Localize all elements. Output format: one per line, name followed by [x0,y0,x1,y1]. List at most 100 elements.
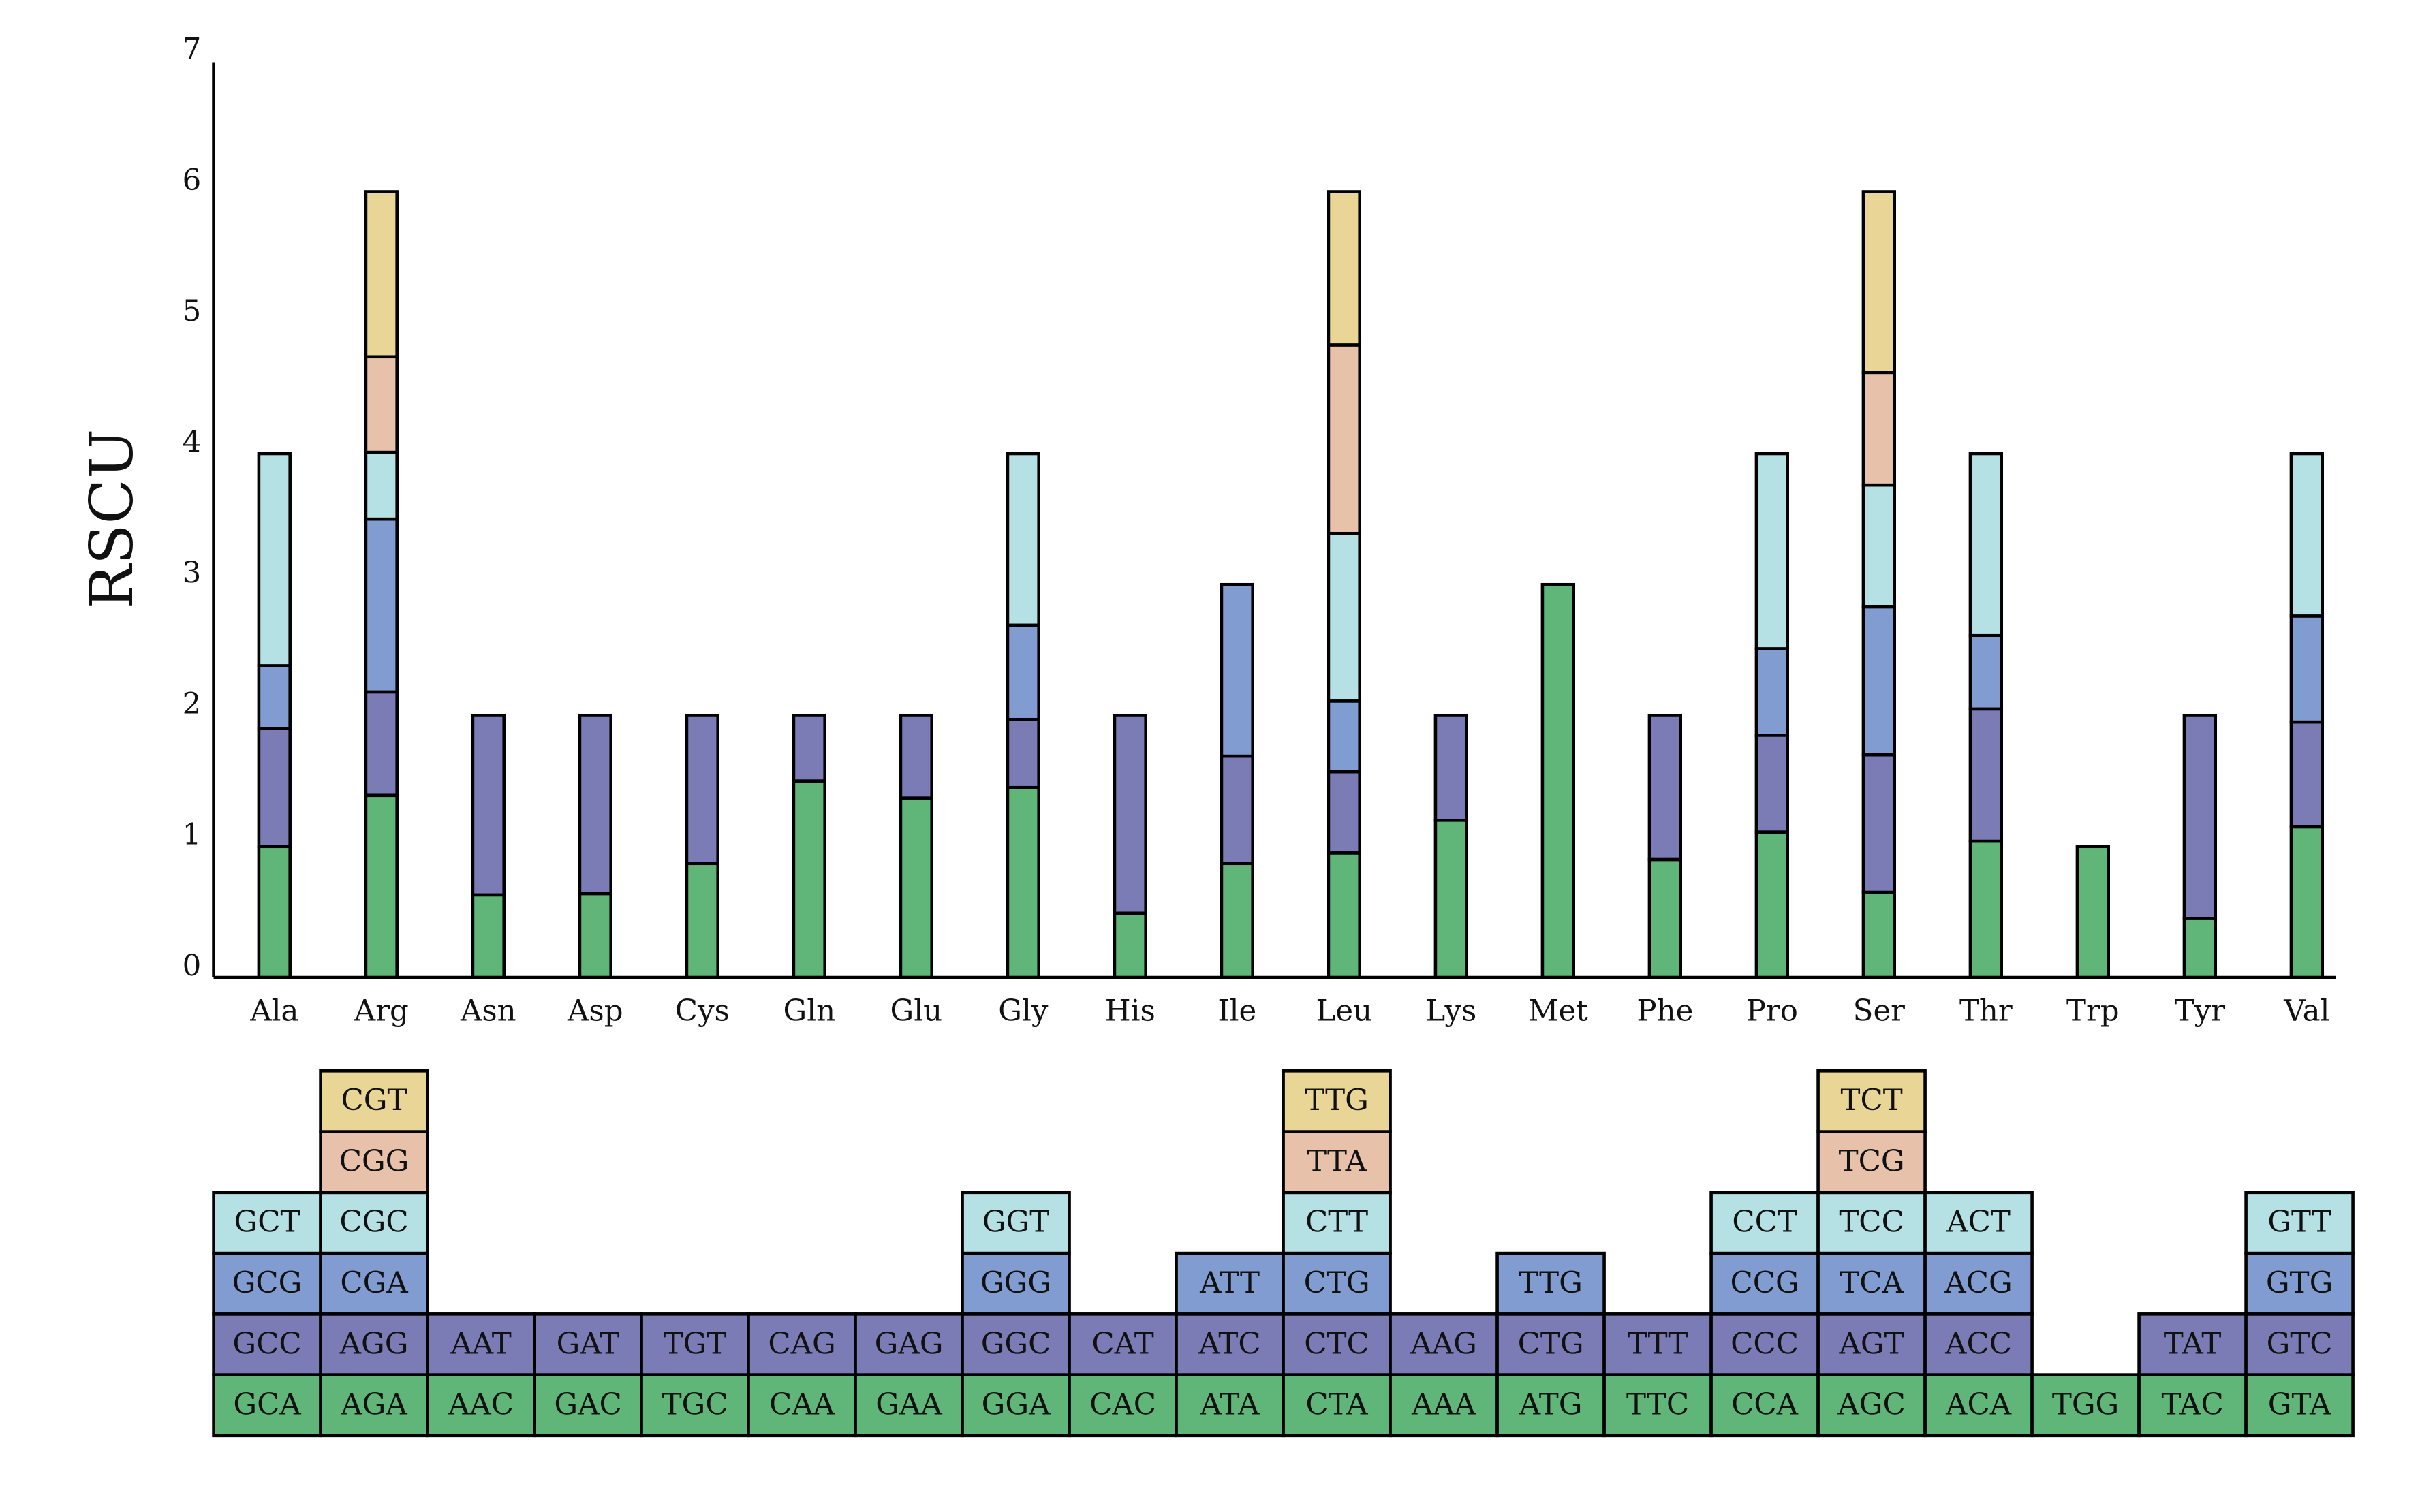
codon-label: GTG [2266,1266,2333,1300]
x-tick-label: Thr [1959,994,2013,1028]
codon-label: GCT [234,1206,300,1240]
codon-label: ACA [1945,1388,2012,1422]
codon-cell [426,1373,536,1438]
codon-cell [1282,1251,1392,1316]
bar-segment [364,517,399,694]
bar-segment [1327,851,1361,979]
codon-cell [533,1312,643,1376]
bar-segment [471,893,506,979]
codon-cell [2244,1373,2355,1438]
bar-segment [1220,754,1254,866]
y-tick-label: 1 [183,818,202,852]
codon-label: TGG [2052,1388,2119,1422]
x-tick-label: Trp [2066,994,2120,1028]
codon-cell [1816,1130,1927,1195]
bar-segment [1327,531,1361,703]
bar-segment [899,796,933,979]
codon-cell [212,1251,322,1316]
codon-cell [1709,1251,1820,1316]
codon-cell [1602,1373,1713,1438]
bar-segment [1433,819,1469,979]
bar-segment [2075,845,2111,979]
x-tick-label: Arg [354,994,409,1028]
bar-segment [1006,623,1040,721]
bar-segment [364,793,399,979]
codon-label: GGA [982,1388,1051,1422]
codon-label: ACC [1944,1327,2012,1361]
codon-cell [2137,1312,2248,1376]
bar-segment [1861,190,1897,375]
bar-segment [257,845,292,979]
codon-label: CTC [1304,1327,1369,1361]
codon-label: ATA [1200,1388,1260,1422]
bar-segment [2289,720,2325,829]
codon-cell [319,1312,429,1376]
codon-label: ATC [1198,1327,1260,1361]
bar-segment [578,714,612,896]
codon-cell [1923,1251,2034,1316]
bar-segment [2289,452,2325,618]
bar-segment [1861,753,1897,894]
codon-label: CGT [341,1084,407,1118]
x-tick-label: Gly [998,994,1049,1028]
y-tick-label: 6 [183,163,202,198]
codon-label: ACG [1944,1266,2012,1300]
codon-cell [961,1191,1071,1255]
bar-segment [1968,633,2004,711]
codon-cell [1282,1069,1392,1133]
codon-label: GTT [2267,1206,2331,1240]
y-tick-label: 7 [183,33,202,67]
bar-segment [364,450,399,521]
codon-label: TAT [2164,1327,2222,1361]
codon-label: TTG [1519,1266,1583,1300]
y-tick-label: 5 [183,294,202,328]
codon-cell [747,1373,857,1438]
bar-segment [1861,890,1897,979]
bar-segment [792,779,826,979]
codon-label: CTA [1305,1388,1368,1422]
bar-segment [2289,825,2325,979]
codon-cell [1495,1312,1606,1376]
codon-label: TTG [1305,1084,1369,1118]
bar-segment [1754,734,1790,834]
codon-cell [1709,1312,1820,1376]
bar-segment [2182,714,2218,920]
codon-label: TTT [1628,1327,1688,1361]
codon-cell [2137,1373,2248,1438]
x-tick-label: Asp [567,994,623,1028]
codon-label: GAC [554,1388,621,1422]
codon-label: TGT [664,1327,727,1361]
codon-label: CAA [769,1388,835,1422]
codon-label: AGT [1839,1327,1904,1361]
codon-cell [1282,1312,1392,1376]
x-tick-label: Ala [249,994,298,1028]
bar-segment [685,714,719,866]
codon-label: AAG [1410,1327,1477,1361]
codon-label: AGG [339,1327,409,1361]
codon-label: CAG [768,1327,835,1361]
codon-cell [961,1373,1071,1438]
codon-label: GCA [233,1388,301,1422]
codon-label: CAC [1089,1388,1156,1422]
codon-cell [961,1312,1071,1376]
x-tick-label: Ser [1853,994,1906,1028]
bar-segment [1327,770,1361,855]
bar-segment [2289,614,2325,724]
bar-segment [1006,785,1040,979]
bar-segment [364,355,399,454]
x-tick-label: Met [1528,994,1588,1028]
x-tick-label: Pro [1746,994,1798,1028]
y-tick-label: 3 [183,556,202,590]
codon-label: TTC [1626,1388,1689,1422]
codon-label: CTG [1304,1266,1370,1300]
codon-label: AAA [1411,1388,1476,1422]
codon-label: TGC [662,1388,728,1422]
codon-cell [2244,1251,2355,1316]
bar-segment [792,714,826,783]
codon-cell [1068,1312,1178,1376]
codon-cell [319,1069,429,1133]
codon-label: TCG [1839,1144,1905,1178]
codon-cell [319,1191,429,1255]
